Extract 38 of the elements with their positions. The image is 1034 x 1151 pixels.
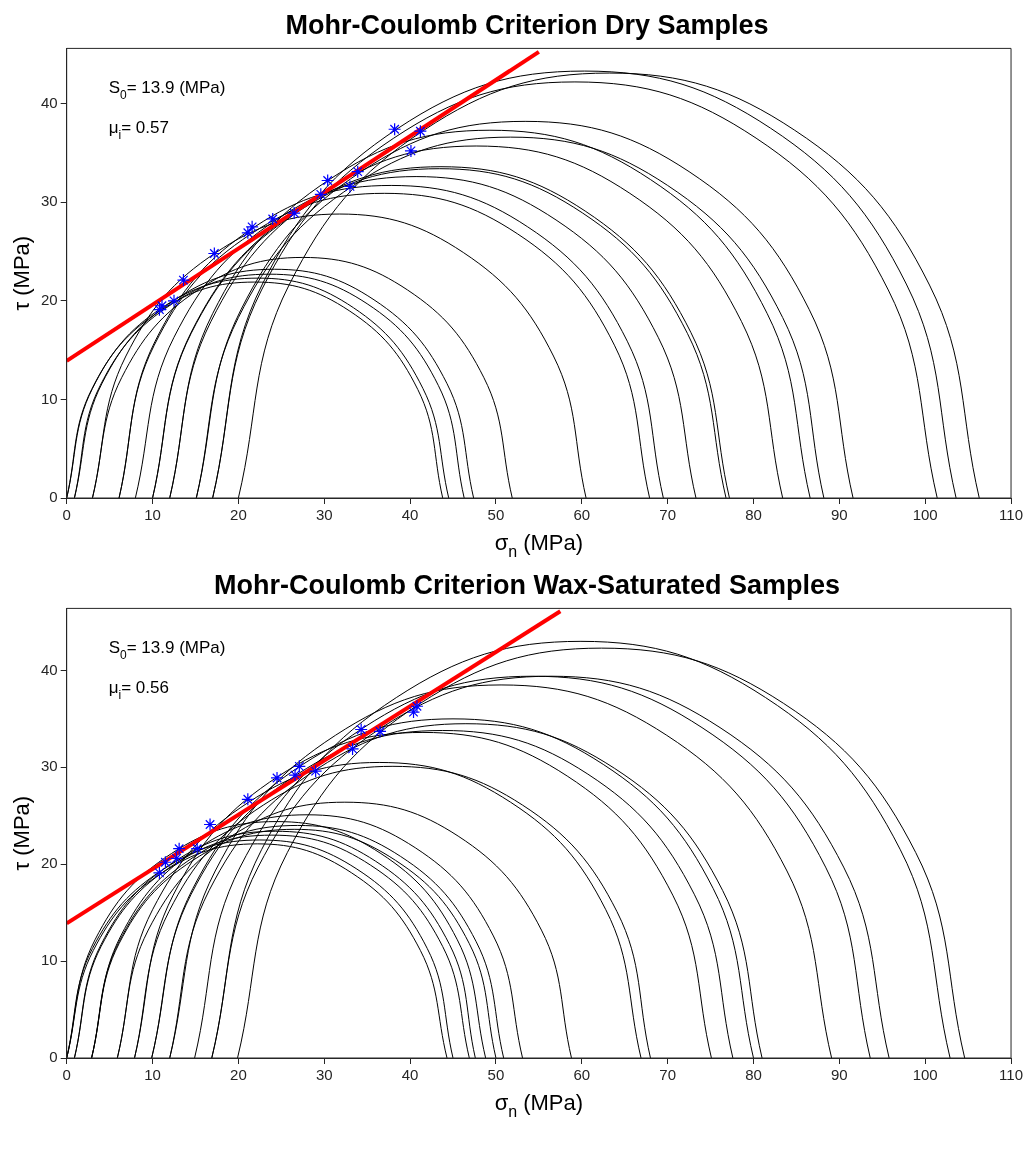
x-tick-label: 60	[573, 1066, 591, 1084]
x-tick-label: 30	[315, 506, 333, 524]
y-tick-label: 20	[41, 290, 58, 308]
x-tick-label: 110	[999, 1066, 1023, 1084]
y-tick-label: 30	[41, 757, 58, 775]
y-tick-label: 10	[41, 951, 58, 969]
x-tick-label: 80	[745, 506, 762, 524]
x-tick-label: 0	[62, 506, 71, 524]
x-tick-label: 40	[401, 506, 419, 524]
x-tick-label: 50	[487, 1066, 505, 1084]
chart-title: Mohr-Coulomb Criterion Dry Samples	[285, 9, 769, 40]
x-tick-label: 10	[144, 506, 161, 524]
y-axis-title: τ (MPa)	[8, 795, 34, 871]
y-tick-label: 0	[49, 488, 58, 506]
x-tick-label: 100	[912, 1066, 938, 1084]
x-tick-label: 60	[573, 506, 591, 524]
y-axis-title: τ (MPa)	[8, 235, 34, 311]
chart-title: Mohr-Coulomb Criterion Wax-Saturated Samples	[213, 569, 841, 600]
x-tick-label: 70	[659, 1066, 676, 1084]
x-tick-label: 20	[230, 506, 247, 524]
x-tick-label: 30	[315, 1066, 333, 1084]
y-tick-label: 20	[41, 854, 58, 872]
x-tick-label: 70	[659, 506, 676, 524]
y-tick-label: 30	[41, 192, 58, 210]
y-tick-label: 10	[41, 389, 58, 407]
x-tick-label: 100	[912, 506, 938, 524]
x-tick-label: 0	[62, 1066, 71, 1084]
x-tick-label: 90	[831, 506, 848, 524]
y-tick-label: 0	[49, 1048, 58, 1066]
x-tick-label: 50	[487, 506, 505, 524]
y-tick-label: 40	[41, 93, 58, 111]
x-tick-label: 80	[745, 1066, 762, 1084]
x-tick-label: 20	[230, 1066, 247, 1084]
x-tick-label: 110	[999, 506, 1023, 524]
y-tick-label: 40	[41, 660, 58, 678]
x-tick-label: 40	[401, 1066, 419, 1084]
x-tick-label: 90	[831, 1066, 848, 1084]
x-tick-label: 10	[144, 1066, 161, 1084]
